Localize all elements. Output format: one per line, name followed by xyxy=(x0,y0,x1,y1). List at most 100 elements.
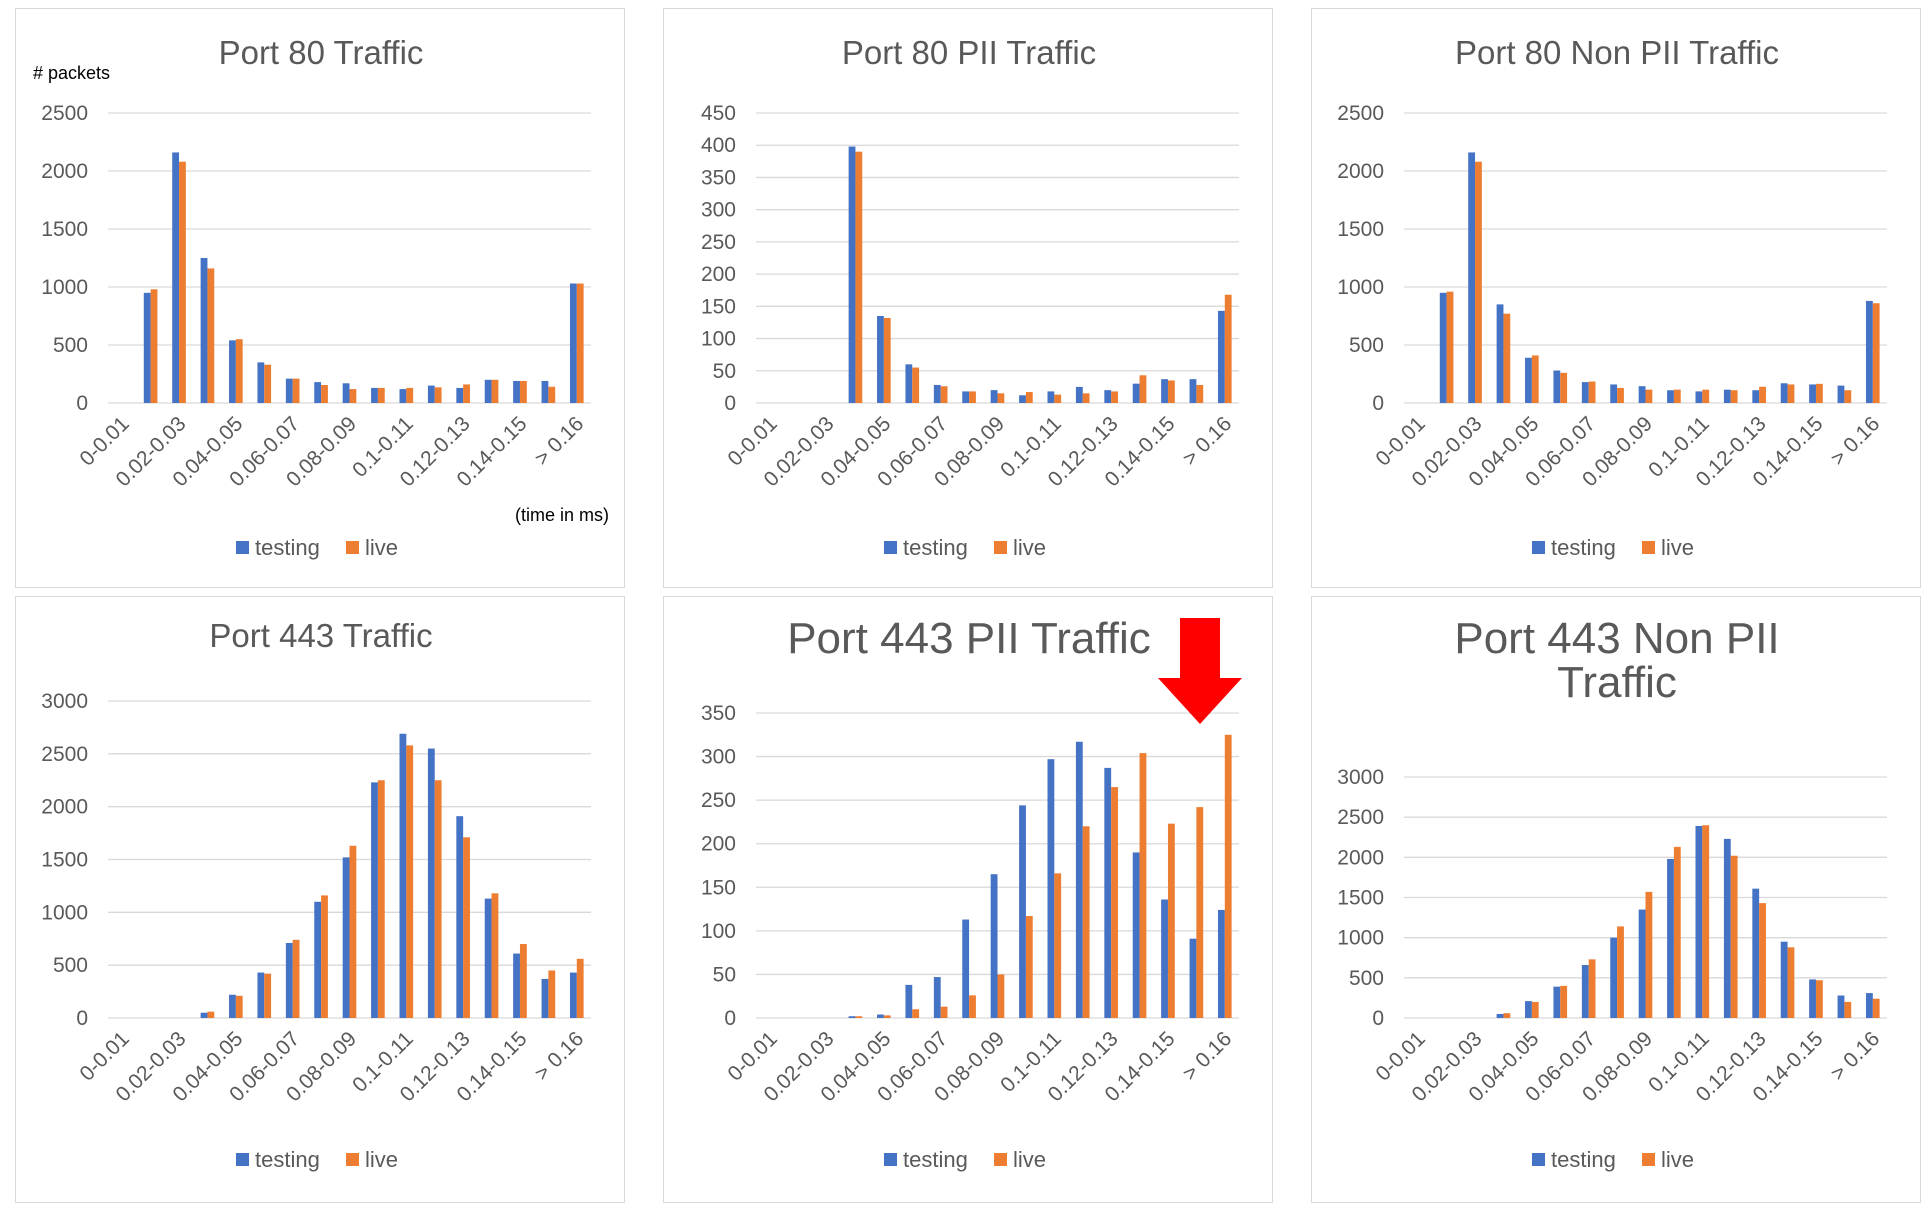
bar-live-0-15-0-16 xyxy=(1844,1001,1852,1018)
y-tick-label: 2500 xyxy=(1337,806,1384,829)
bar-testing-0-03-0-04 xyxy=(200,258,208,403)
y-tick-label: 150 xyxy=(701,295,736,318)
bar-testing-0-14-0-15 xyxy=(1161,379,1168,403)
y-tick-label: 50 xyxy=(713,963,736,986)
bar-testing-0-03-0-04 xyxy=(1496,304,1504,403)
y-tick-label: 2000 xyxy=(1337,160,1384,183)
bar-live-0-08-0-09 xyxy=(1645,389,1653,403)
y-tick-label: 500 xyxy=(53,954,88,977)
bar-live-0-04-0-05 xyxy=(883,1015,891,1018)
bar-testing-0-15-0-16 xyxy=(541,380,549,403)
bar-testing-0-12-0-13 xyxy=(1104,390,1112,403)
bar-live-0-04-0-05 xyxy=(1531,355,1539,403)
bar-testing-0-04-0-05 xyxy=(1525,357,1532,403)
legend-label-testing: testing xyxy=(903,535,968,560)
y-tick-label: 0 xyxy=(76,392,88,415)
x-tick-label: > 0.16 xyxy=(1178,1027,1236,1085)
y-tick-label: 2500 xyxy=(41,743,88,766)
bar-live-0-06-0-07 xyxy=(940,1006,948,1018)
bar-live-0-13-0-14 xyxy=(1139,753,1147,1018)
x-axis-label: (time in ms) xyxy=(515,505,609,525)
chart-port-443-traffic: Port 443 Traffic 0 500 1000 1500 2000 2500 3000… xyxy=(41,617,591,1172)
y-tick-label: 1000 xyxy=(41,901,88,924)
legend-swatch-testing xyxy=(1532,541,1545,554)
bar-live-0-03-0-04 xyxy=(207,268,215,403)
bar-live-0-09-0-1 xyxy=(1673,389,1681,403)
bar-testing-0-1-0-11 xyxy=(399,733,407,1018)
bar-testing-0-1-0-11 xyxy=(1695,391,1703,403)
bar-live-0-16 xyxy=(576,958,584,1018)
y-tick-label: 250 xyxy=(701,231,736,254)
legend-swatch-testing xyxy=(884,1153,897,1166)
bar-testing-0-07-0-08 xyxy=(1610,384,1618,403)
chart-panel-port-80-traffic: Port 80 Traffic 0 500 1000 1500 2000 2500 # pac… xyxy=(15,8,625,588)
bar-live-0-03-0-04 xyxy=(1503,313,1511,403)
y-tick-label: 2500 xyxy=(1337,102,1384,125)
bar-testing-0-06-0-07 xyxy=(933,384,941,403)
bar-testing-0-05-0-06 xyxy=(1553,370,1561,403)
chart-panel-port-80-pii-traffic: Port 80 PII Traffic 0 50 100 150 200 250 300 350… xyxy=(663,8,1273,588)
legend-swatch-testing xyxy=(1532,1153,1545,1166)
bar-testing-0-13-0-14 xyxy=(1780,383,1788,403)
chart-port-80-pii-traffic: Port 80 PII Traffic 0 50 100 150 200 250 300 350… xyxy=(701,34,1239,560)
bar-live-0-13-0-14 xyxy=(1787,384,1795,403)
y-tick-label: 200 xyxy=(701,833,736,856)
bar-live-0-1-0-11 xyxy=(1054,394,1062,403)
bar-live-0-09-0-1 xyxy=(1025,916,1033,1018)
bar-testing-0-06-0-07 xyxy=(933,977,941,1018)
red-down-arrow-icon xyxy=(1158,618,1242,724)
bar-live-0-14-0-15 xyxy=(519,944,527,1018)
bar-live-0-04-0-05 xyxy=(1531,1001,1539,1018)
x-tick-label: > 0.16 xyxy=(1826,412,1884,470)
bar-testing-0-11-0-12 xyxy=(1075,741,1083,1018)
bar-testing-0-08-0-09 xyxy=(342,383,350,403)
bar-testing-0-13-0-14 xyxy=(1132,383,1140,403)
bar-testing-0-11-0-12 xyxy=(1723,838,1731,1018)
bar-testing-0-16 xyxy=(1217,310,1225,403)
bar-testing-0-08-0-09 xyxy=(990,390,998,403)
legend-label-testing: testing xyxy=(255,1147,320,1172)
bar-live-0-11-0-12 xyxy=(1082,826,1090,1018)
bar-live-0-13-0-14 xyxy=(491,379,499,403)
bar-live-0-06-0-07 xyxy=(1588,959,1596,1018)
bar-testing-0-1-0-11 xyxy=(1047,759,1055,1018)
bar-testing-0-03-0-04 xyxy=(200,1012,208,1018)
bar-live-0-03-0-04 xyxy=(855,151,863,403)
bar-live-0-1-0-11 xyxy=(1054,873,1062,1018)
bar-live-0-03-0-04 xyxy=(855,1016,863,1018)
y-tick-label: 0 xyxy=(1372,392,1384,415)
bar-testing-0-09-0-1 xyxy=(1667,390,1674,403)
bar-testing-0-09-0-1 xyxy=(1019,805,1026,1018)
y-tick-label: 1000 xyxy=(1337,927,1384,950)
bar-testing-0-14-0-15 xyxy=(513,953,520,1018)
bar-testing-0-11-0-12 xyxy=(427,385,435,403)
y-tick-label: 1500 xyxy=(1337,218,1384,241)
bar-testing-0-11-0-12 xyxy=(1075,386,1083,403)
y-tick-label: 2000 xyxy=(41,160,88,183)
bar-testing-0-09-0-1 xyxy=(1019,395,1026,403)
bar-live-0-12-0-13 xyxy=(463,384,470,403)
bar-testing-0-01-0-02 xyxy=(1439,292,1447,403)
bar-live-0-1-0-11 xyxy=(1702,389,1710,403)
bar-live-0-16 xyxy=(576,283,584,403)
bar-testing-0-16 xyxy=(569,972,577,1018)
bar-live-0-13-0-14 xyxy=(1139,375,1147,403)
legend-label-live: live xyxy=(1013,1147,1046,1172)
bar-live-0-1-0-11 xyxy=(406,745,414,1018)
legend-swatch-testing xyxy=(236,1153,249,1166)
y-tick-label: 350 xyxy=(701,166,736,189)
y-tick-label: 2000 xyxy=(1337,846,1384,869)
bar-testing-0-13-0-14 xyxy=(1780,941,1788,1018)
bar-live-0-07-0-08 xyxy=(321,895,328,1018)
bar-testing-0-11-0-12 xyxy=(1723,389,1731,403)
bar-testing-0-14-0-15 xyxy=(513,380,520,403)
bar-testing-0-06-0-07 xyxy=(285,378,293,403)
bar-testing-0-12-0-13 xyxy=(1752,390,1760,403)
bar-testing-0-08-0-09 xyxy=(342,857,350,1018)
bar-live-0-12-0-13 xyxy=(463,837,470,1018)
y-tick-label: 1000 xyxy=(1337,276,1384,299)
bar-live-0-01-0-02 xyxy=(1446,291,1454,403)
legend-label-testing: testing xyxy=(255,535,320,560)
bar-testing-0-06-0-07 xyxy=(1581,964,1589,1018)
bar-live-0-02-0-03 xyxy=(1475,161,1482,403)
